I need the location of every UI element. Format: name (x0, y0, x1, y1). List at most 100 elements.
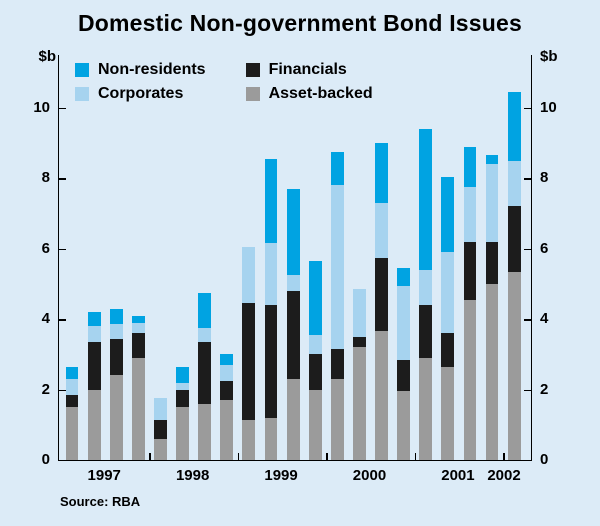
y-axis-tick-label-right: 8 (540, 169, 549, 187)
bar-segment-financials (131, 333, 145, 358)
bar-segment-asset-backed (65, 407, 79, 460)
bar-segment-non-residents (419, 128, 433, 270)
legend: Non-residents Financials Corporates Asse… (75, 61, 373, 103)
bar-segment-financials (485, 241, 499, 284)
bar-segment-non-residents (330, 151, 344, 186)
bar-segment-financials (198, 342, 212, 404)
legend-item-corporates: Corporates (75, 85, 206, 103)
legend-swatch-financials (245, 63, 260, 77)
x-axis-tick-mark (414, 453, 417, 460)
bar-segment-asset-backed (242, 419, 256, 460)
bar-segment-corporates (220, 364, 234, 381)
bar-segment-financials (65, 394, 79, 408)
bar-segment-asset-backed (286, 379, 300, 460)
legend-item-asset-backed: Asset-backed (245, 85, 373, 103)
legend-swatch-asset-backed (245, 87, 260, 101)
bar-segment-asset-backed (485, 283, 499, 460)
bar-segment-corporates (131, 322, 145, 334)
bar-segment-financials (176, 389, 189, 408)
y-axis-tick-label-right: 4 (540, 310, 549, 328)
bar-segment-corporates (330, 185, 344, 350)
bar-segment-non-residents (507, 91, 521, 161)
bar-segment-corporates (353, 289, 366, 337)
y-axis-tick-mark (59, 389, 66, 392)
x-axis-tick-mark (326, 453, 328, 460)
bar-segment-non-residents (308, 261, 322, 335)
bar-segment-corporates (463, 187, 477, 242)
bar-segment-non-residents (131, 315, 145, 323)
x-axis-year-label: 2001 (441, 467, 475, 484)
bar-segment-financials (463, 241, 477, 300)
bar-segment-corporates (109, 324, 123, 339)
bar-segment-corporates (375, 202, 388, 258)
bar-segment-asset-backed (198, 403, 212, 460)
bar-segment-asset-backed (419, 357, 433, 460)
source-note: Source: RBA (60, 494, 141, 509)
bar-segment-non-residents (264, 158, 278, 244)
x-axis-tick-mark (503, 453, 505, 460)
y-axis-tick-label-right: 0 (540, 451, 549, 468)
y-axis-tick-label-left: 8 (41, 169, 50, 187)
bar-segment-financials (87, 342, 101, 390)
bar-segment-corporates (441, 252, 455, 334)
bar-segment-asset-backed (308, 389, 322, 460)
bar-segment-financials (330, 349, 344, 379)
y-axis-tick-mark (59, 319, 66, 321)
bar-segment-asset-backed (87, 389, 101, 460)
bar-segment-financials (507, 206, 521, 272)
bar-segment-asset-backed (463, 299, 477, 460)
y-axis-tick-label-left: 0 (41, 451, 50, 468)
x-axis-year-label: 2002 (487, 467, 521, 484)
bar-segment-asset-backed (375, 331, 388, 460)
bar-segment-corporates (419, 269, 433, 306)
y-axis-tick-mark (59, 248, 66, 251)
bars-container (59, 55, 531, 460)
bar-segment-corporates (242, 246, 256, 304)
y-axis-tick-mark (524, 389, 531, 392)
bar-segment-financials (308, 354, 322, 390)
bar-segment-non-residents (198, 292, 212, 328)
y-axis-tick-mark (59, 178, 66, 180)
bar-segment-asset-backed (176, 407, 189, 460)
y-axis-tick-label-left: 2 (41, 380, 50, 398)
bar-segment-corporates (308, 335, 322, 355)
bar-segment-corporates (397, 285, 411, 360)
bar-segment-corporates (485, 164, 499, 242)
x-axis-tick-mark (237, 453, 240, 460)
bar-segment-non-residents (485, 155, 499, 165)
x-axis-year-label: 1997 (87, 467, 121, 484)
bar-segment-non-residents (109, 308, 123, 325)
y-axis-tick-label-left: 10 (33, 98, 50, 116)
bar-segment-corporates (176, 382, 189, 390)
bar-segment-asset-backed (330, 379, 344, 460)
bar-segment-corporates (154, 398, 167, 420)
legend-swatch-corporates (75, 87, 89, 101)
bar-segment-corporates (198, 327, 212, 343)
bar-segment-financials (419, 305, 433, 358)
y-axis-unit-left: $b (38, 48, 56, 65)
bar-segment-corporates (87, 326, 101, 343)
bar-segment-financials (441, 333, 455, 367)
bar-segment-financials (109, 338, 123, 376)
chart-title: Domestic Non-government Bond Issues (77, 10, 523, 36)
bar-segment-asset-backed (154, 438, 167, 460)
bar-segment-financials (353, 336, 366, 348)
y-axis-unit-right: $b (540, 48, 558, 65)
bar-segment-financials (220, 380, 234, 401)
bar-segment-non-residents (286, 188, 300, 276)
bar-segment-asset-backed (353, 347, 366, 460)
bar-segment-financials (286, 290, 300, 379)
bar-segment-non-residents (441, 176, 455, 253)
y-axis-tick-mark (524, 248, 531, 251)
x-axis-year-label: 2000 (352, 467, 387, 484)
bar-segment-asset-backed (131, 357, 145, 460)
y-axis-tick-mark (59, 107, 66, 110)
bar-segment-asset-backed (220, 400, 234, 460)
legend-label-non-residents: Non-residents (98, 61, 206, 78)
bar-segment-non-residents (375, 143, 388, 203)
bar-segment-financials (397, 359, 411, 392)
y-axis-tick-label-right: 6 (540, 239, 549, 257)
x-axis-year-label: 1999 (264, 467, 298, 484)
y-axis-tick-label-right: 2 (540, 380, 549, 398)
